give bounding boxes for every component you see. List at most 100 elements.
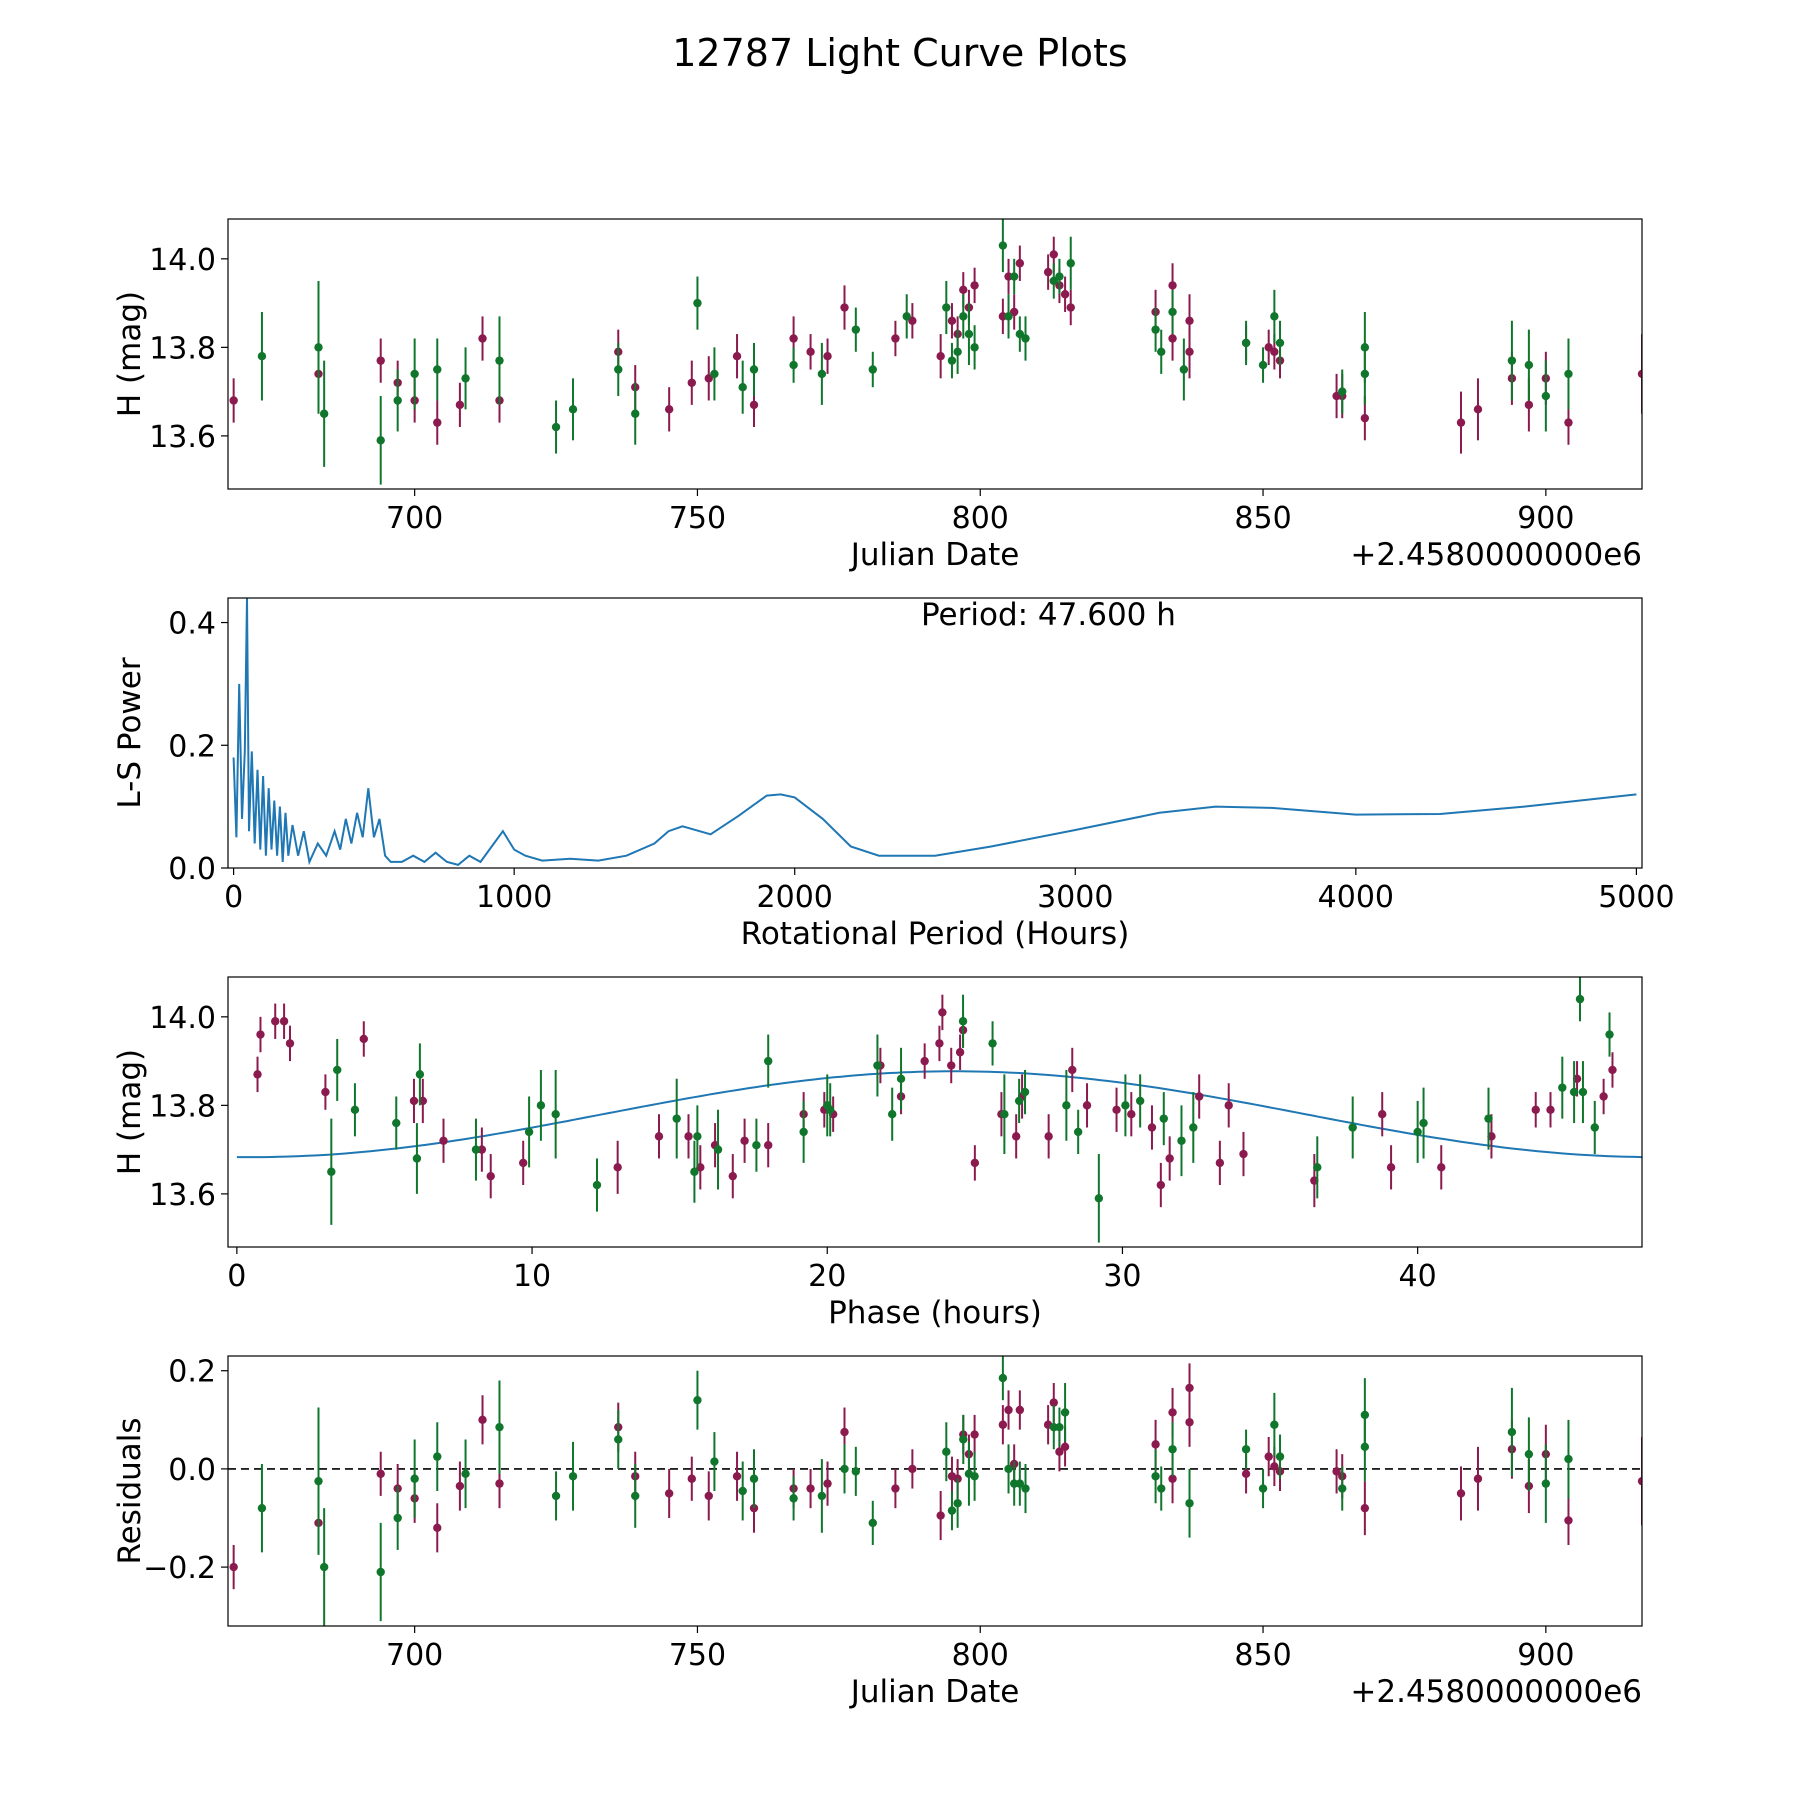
data-marker	[1177, 1136, 1186, 1145]
data-point	[1135, 1074, 1145, 1128]
data-point	[953, 329, 962, 374]
data-marker	[1009, 307, 1019, 317]
axes-frame	[227, 597, 1643, 869]
data-marker	[257, 1503, 267, 1513]
data-marker	[891, 334, 900, 343]
panel-phased: 0 10 20 30 40 13.6 13.8 14.0 Phase (hours) H (mag…	[112, 976, 1643, 1331]
data-point	[1578, 1061, 1588, 1124]
data-marker	[319, 1562, 329, 1572]
data-marker	[1264, 1452, 1273, 1461]
data-marker	[1185, 316, 1194, 326]
data-point	[693, 276, 702, 330]
data-marker	[551, 1491, 561, 1501]
data-point	[1015, 316, 1025, 352]
data-point	[1215, 1140, 1225, 1186]
data-point	[257, 311, 267, 401]
y-axis-label: Residuals	[112, 1417, 148, 1564]
data-marker	[687, 1474, 696, 1483]
data-marker	[631, 1491, 640, 1501]
data-point	[1020, 1069, 1030, 1115]
axes-frame	[227, 1355, 1643, 1627]
data-marker	[908, 1464, 917, 1474]
data-marker	[920, 1056, 929, 1066]
data-marker	[868, 365, 877, 374]
data-marker	[749, 1474, 759, 1483]
data-point	[988, 1021, 997, 1066]
data-point	[704, 1471, 713, 1521]
data-marker	[1224, 1101, 1233, 1110]
data-marker	[1524, 360, 1534, 370]
data-point	[592, 1158, 602, 1212]
data-marker	[1419, 1118, 1428, 1128]
data-marker	[614, 1435, 623, 1444]
data-point	[350, 1083, 360, 1137]
data-point	[257, 1464, 267, 1553]
data-point	[1151, 1449, 1160, 1504]
data-point	[690, 1140, 699, 1203]
data-point	[478, 316, 487, 361]
data-marker	[998, 241, 1008, 250]
data-point	[891, 1468, 900, 1509]
data-marker	[1313, 1163, 1322, 1172]
series-b	[257, 219, 1573, 485]
data-point	[817, 342, 827, 405]
data-point	[1147, 1105, 1157, 1150]
data-marker	[1541, 391, 1551, 401]
data-point	[1332, 1449, 1341, 1494]
data-marker	[1049, 1398, 1058, 1407]
data-marker	[412, 1154, 422, 1163]
data-marker	[1524, 400, 1534, 410]
data-marker	[953, 347, 962, 356]
data-point	[1094, 1154, 1104, 1243]
data-marker	[393, 396, 402, 405]
data-marker	[551, 1110, 560, 1119]
data-marker	[1270, 1420, 1279, 1429]
data-marker	[693, 1395, 702, 1405]
data-point	[433, 1503, 442, 1553]
data-marker	[738, 382, 747, 392]
data-marker	[1360, 1410, 1370, 1420]
data-point	[1066, 236, 1075, 290]
y-axis-label: H (mag)	[112, 291, 148, 417]
data-marker	[704, 1491, 713, 1501]
data-point	[873, 1034, 882, 1097]
data-point	[806, 334, 815, 370]
x-tick-label: 30	[1103, 1259, 1141, 1294]
data-marker	[664, 405, 674, 414]
data-point	[393, 369, 402, 432]
data-point	[958, 994, 968, 1048]
data-marker	[826, 1105, 835, 1114]
data-marker	[1338, 387, 1347, 396]
data-point	[439, 1118, 448, 1163]
data-point	[376, 1451, 385, 1496]
data-point	[920, 1043, 929, 1079]
data-marker	[970, 1472, 979, 1481]
data-point	[1165, 1136, 1174, 1181]
data-point	[896, 1047, 906, 1110]
data-point	[410, 1439, 419, 1518]
data-marker	[614, 365, 623, 374]
data-point	[1073, 1109, 1083, 1155]
data-point	[1564, 338, 1573, 410]
data-point	[1185, 325, 1194, 379]
data-point	[461, 1439, 470, 1509]
data-marker	[376, 356, 385, 365]
data-marker	[947, 1061, 956, 1070]
data-point	[908, 1449, 917, 1489]
data-point	[1055, 258, 1064, 295]
data-point	[970, 1414, 979, 1455]
data-marker	[321, 1087, 330, 1097]
data-point	[376, 338, 385, 383]
data-point	[1004, 1444, 1013, 1494]
data-marker	[942, 1447, 951, 1456]
data-marker	[1135, 1096, 1145, 1106]
data-marker	[1000, 1110, 1009, 1119]
data-marker	[1275, 338, 1285, 348]
data-point	[1590, 1100, 1599, 1155]
data-point	[840, 1444, 849, 1494]
data-marker	[1241, 1445, 1251, 1454]
data-marker	[684, 1132, 693, 1141]
data-marker	[1015, 259, 1025, 268]
data-marker	[710, 1457, 719, 1466]
y-tick-label: 0.0	[168, 1453, 216, 1488]
